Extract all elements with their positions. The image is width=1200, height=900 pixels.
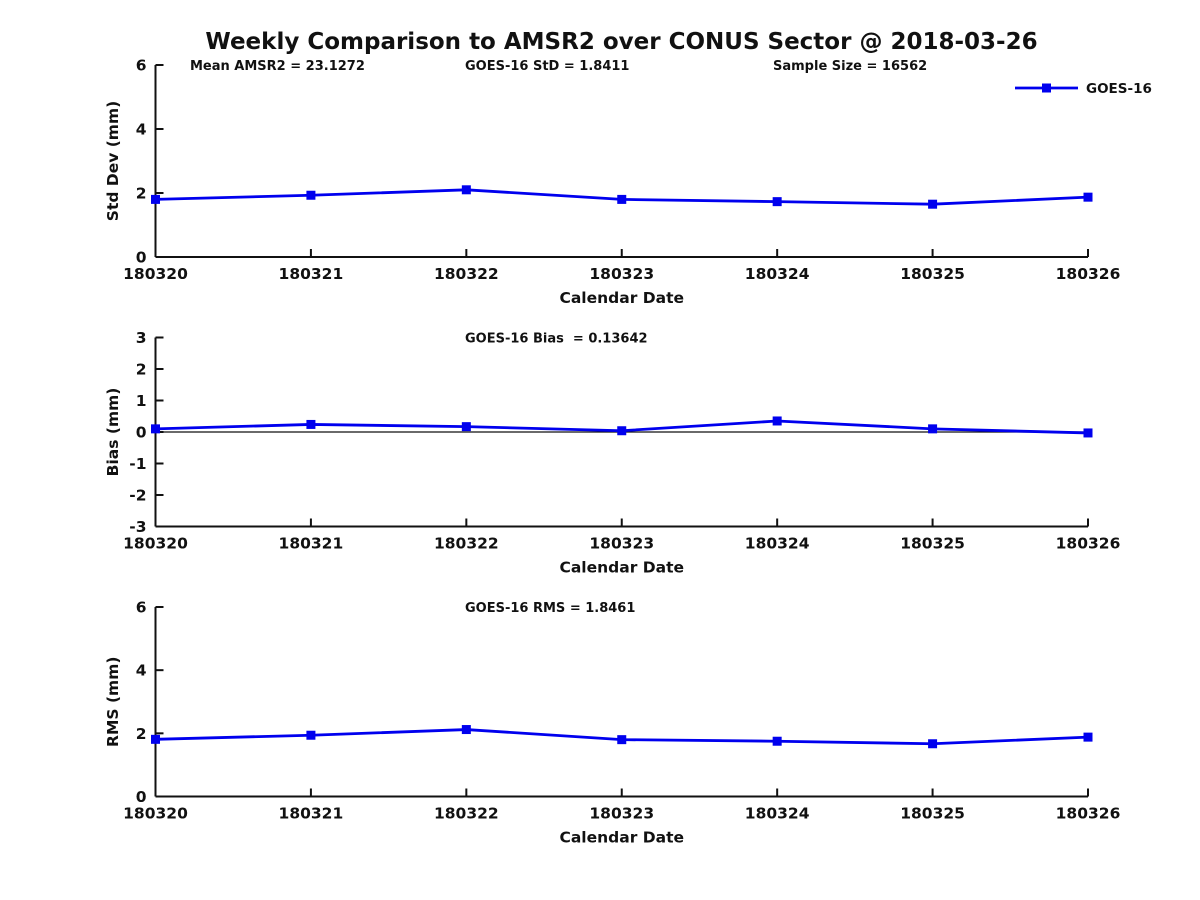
x-tick-label: 180326: [1056, 265, 1121, 283]
x-axis-label: Calendar Date: [559, 289, 684, 307]
data-point-marker: [461, 725, 471, 735]
data-point-marker: [772, 197, 782, 207]
page-title: Weekly Comparison to AMSR2 over CONUS Se…: [205, 29, 1038, 55]
x-tick-label: 180323: [589, 805, 654, 823]
data-point-marker: [928, 424, 938, 434]
data-point-marker: [151, 194, 160, 204]
x-tick-label: 180324: [745, 265, 810, 283]
subplot-bias: -3 -2 -1 0 1 2 3 180320 180321 180322 180323 180324…: [104, 329, 1120, 577]
x-tick-label: 180326: [1056, 535, 1121, 553]
y-tick-label: 6: [136, 57, 147, 75]
y-tick-label: 2: [136, 185, 147, 203]
x-tick-label: 180321: [279, 265, 344, 283]
data-point-marker: [772, 416, 782, 426]
data-point-marker: [1083, 192, 1093, 202]
data-point-marker: [306, 419, 316, 429]
legend-label: GOES-16: [1086, 81, 1152, 97]
y-tick-label: 0: [136, 424, 147, 442]
data-point-marker: [928, 739, 938, 749]
y-tick-label: 6: [136, 599, 147, 617]
x-tick-label: 180321: [279, 805, 344, 823]
annotation: GOES-16 Bias = 0.13642: [465, 332, 648, 347]
legend: GOES-16: [1015, 81, 1152, 97]
y-axis-label: RMS (mm): [104, 657, 122, 747]
annotation: Sample Size = 16562: [773, 59, 927, 74]
y-tick-label: -2: [129, 487, 146, 505]
x-tick-label: 180323: [589, 535, 654, 553]
data-point-marker: [617, 426, 627, 436]
data-point-marker: [151, 424, 160, 434]
x-tick-label: 180320: [123, 805, 188, 823]
x-tick-label: 180324: [745, 805, 810, 823]
x-tick-label: 180322: [434, 805, 499, 823]
data-point-marker: [617, 194, 627, 204]
x-tick-label: 180322: [434, 265, 499, 283]
y-axis-label: Std Dev (mm): [104, 101, 122, 221]
subplot-rms: 0 2 4 6 180320 180321 180322 180323 180324 180325…: [104, 599, 1120, 847]
data-point-marker: [461, 185, 471, 195]
x-tick-label: 180323: [589, 265, 654, 283]
annotation: GOES-16 StD = 1.8411: [465, 59, 629, 74]
y-tick-label: 0: [136, 788, 147, 806]
y-tick-label: 2: [136, 361, 147, 379]
x-axis-label: Calendar Date: [559, 559, 684, 577]
x-tick-label: 180326: [1056, 805, 1121, 823]
x-tick-label: 180320: [123, 535, 188, 553]
y-tick-label: 4: [136, 662, 147, 680]
data-point-marker: [617, 735, 627, 745]
x-tick-label: 180320: [123, 265, 188, 283]
data-point-marker: [772, 736, 782, 746]
x-tick-label: 180325: [900, 805, 965, 823]
y-tick-label: 0: [136, 249, 147, 267]
y-tick-label: 1: [136, 392, 147, 410]
annotation: GOES-16 RMS = 1.8461: [465, 601, 635, 616]
data-point-marker: [461, 422, 471, 432]
data-point-marker: [306, 190, 316, 200]
y-tick-label: 4: [136, 121, 147, 139]
legend-marker: [1042, 83, 1051, 93]
x-tick-label: 180325: [900, 265, 965, 283]
y-tick-label: 2: [136, 725, 147, 743]
subplot-std-dev: 0 2 4 6 180320 180321 180322 180323 180324 180325…: [104, 57, 1152, 308]
data-point-marker: [1083, 428, 1093, 438]
x-tick-label: 180325: [900, 535, 965, 553]
x-tick-label: 180322: [434, 535, 499, 553]
data-point-marker: [306, 730, 316, 740]
y-tick-label: -1: [129, 455, 146, 473]
data-point-marker: [928, 199, 938, 209]
y-tick-label: 3: [136, 329, 147, 347]
y-tick-label: -3: [129, 518, 146, 536]
data-point-marker: [151, 734, 160, 744]
x-axis-label: Calendar Date: [559, 829, 684, 847]
y-axis-label: Bias (mm): [104, 388, 122, 477]
annotation: Mean AMSR2 = 23.1272: [190, 59, 365, 74]
x-tick-label: 180324: [745, 535, 810, 553]
data-point-marker: [1083, 732, 1093, 742]
x-tick-label: 180321: [279, 535, 344, 553]
